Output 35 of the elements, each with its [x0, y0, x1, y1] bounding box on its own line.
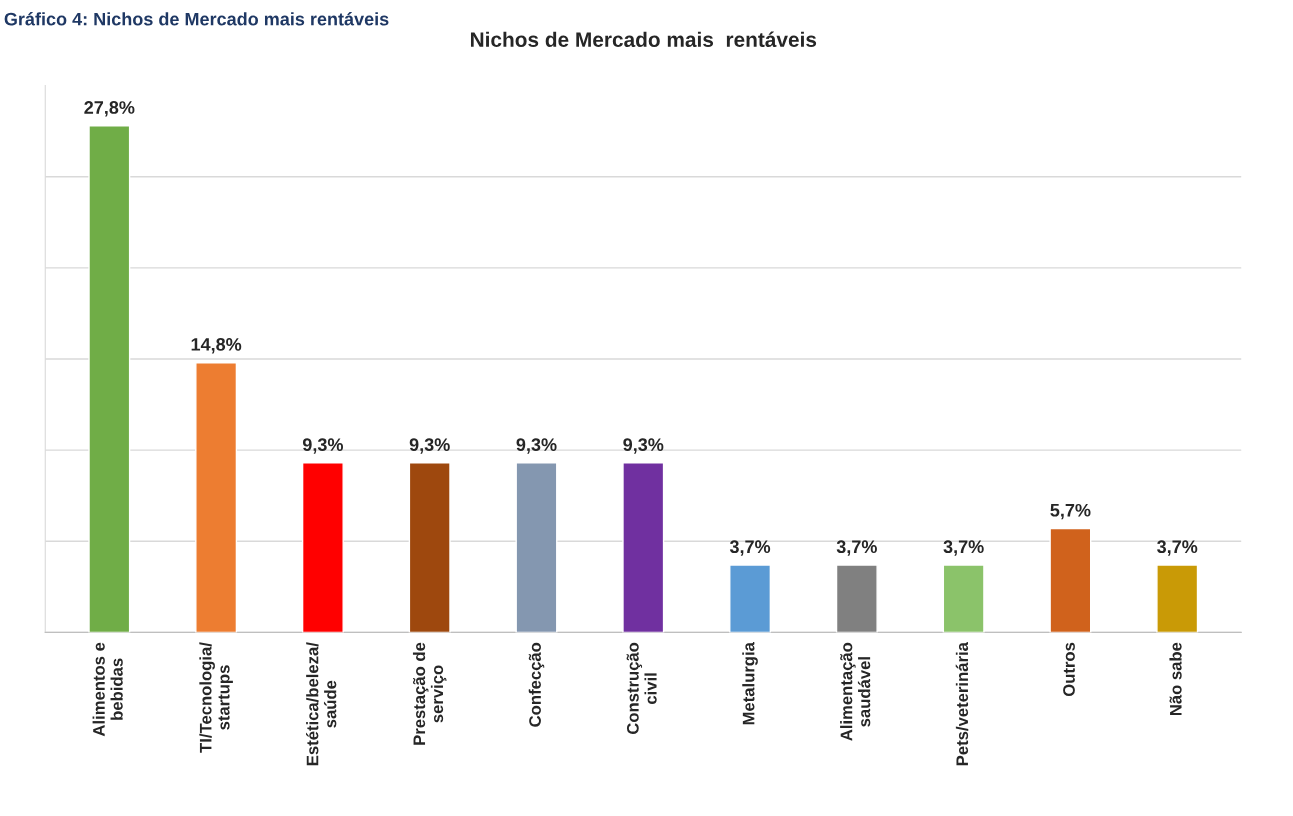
chart-title: Nichos de Mercado mais rentáveis — [470, 31, 817, 47]
data-label: 3,7% — [729, 540, 771, 556]
x-tick-label: TI/Tecnologia/ startups — [199, 642, 233, 753]
bar — [88, 125, 131, 633]
data-label: 9,3% — [302, 438, 344, 454]
x-tick-label: Pets/veterinária — [955, 642, 969, 766]
x-tick-label: Não sabe — [1169, 642, 1182, 716]
x-tick-label: Metalurgia — [742, 642, 758, 725]
bar — [622, 462, 665, 633]
bar — [1156, 564, 1199, 633]
bar — [408, 462, 451, 633]
bar — [1049, 527, 1092, 633]
bar — [942, 564, 985, 633]
data-label: 3,7% — [836, 540, 877, 556]
data-label: 27,8% — [84, 101, 135, 117]
data-label: 9,3% — [409, 438, 450, 454]
data-label: 3,7% — [943, 540, 984, 556]
x-tick-label: Alimentos e bebidas — [92, 642, 123, 737]
bar — [729, 564, 772, 633]
bar — [301, 462, 344, 633]
x-tick-label: Prestação de serviço — [412, 642, 447, 745]
text: Gráfico 4: Nichos de Mercado mais rentáveis — [4, 12, 389, 26]
x-tick-label: Construção civil — [626, 642, 657, 735]
data-label: 14,8% — [191, 338, 242, 354]
bar — [515, 462, 558, 633]
x-tick-label: Confecção — [528, 642, 545, 727]
x-tick-label: Alimentação saudável — [840, 642, 871, 741]
data-label: 3,7% — [1157, 540, 1198, 556]
data-label: 5,7% — [1050, 503, 1091, 520]
x-tick-label: Estética/beleza/ saúde — [306, 642, 337, 766]
data-label: 9,3% — [516, 438, 557, 454]
bar — [195, 361, 238, 633]
bar — [835, 564, 878, 633]
x-tick-label: Outros — [1063, 642, 1075, 697]
data-label: 9,3% — [623, 438, 664, 454]
